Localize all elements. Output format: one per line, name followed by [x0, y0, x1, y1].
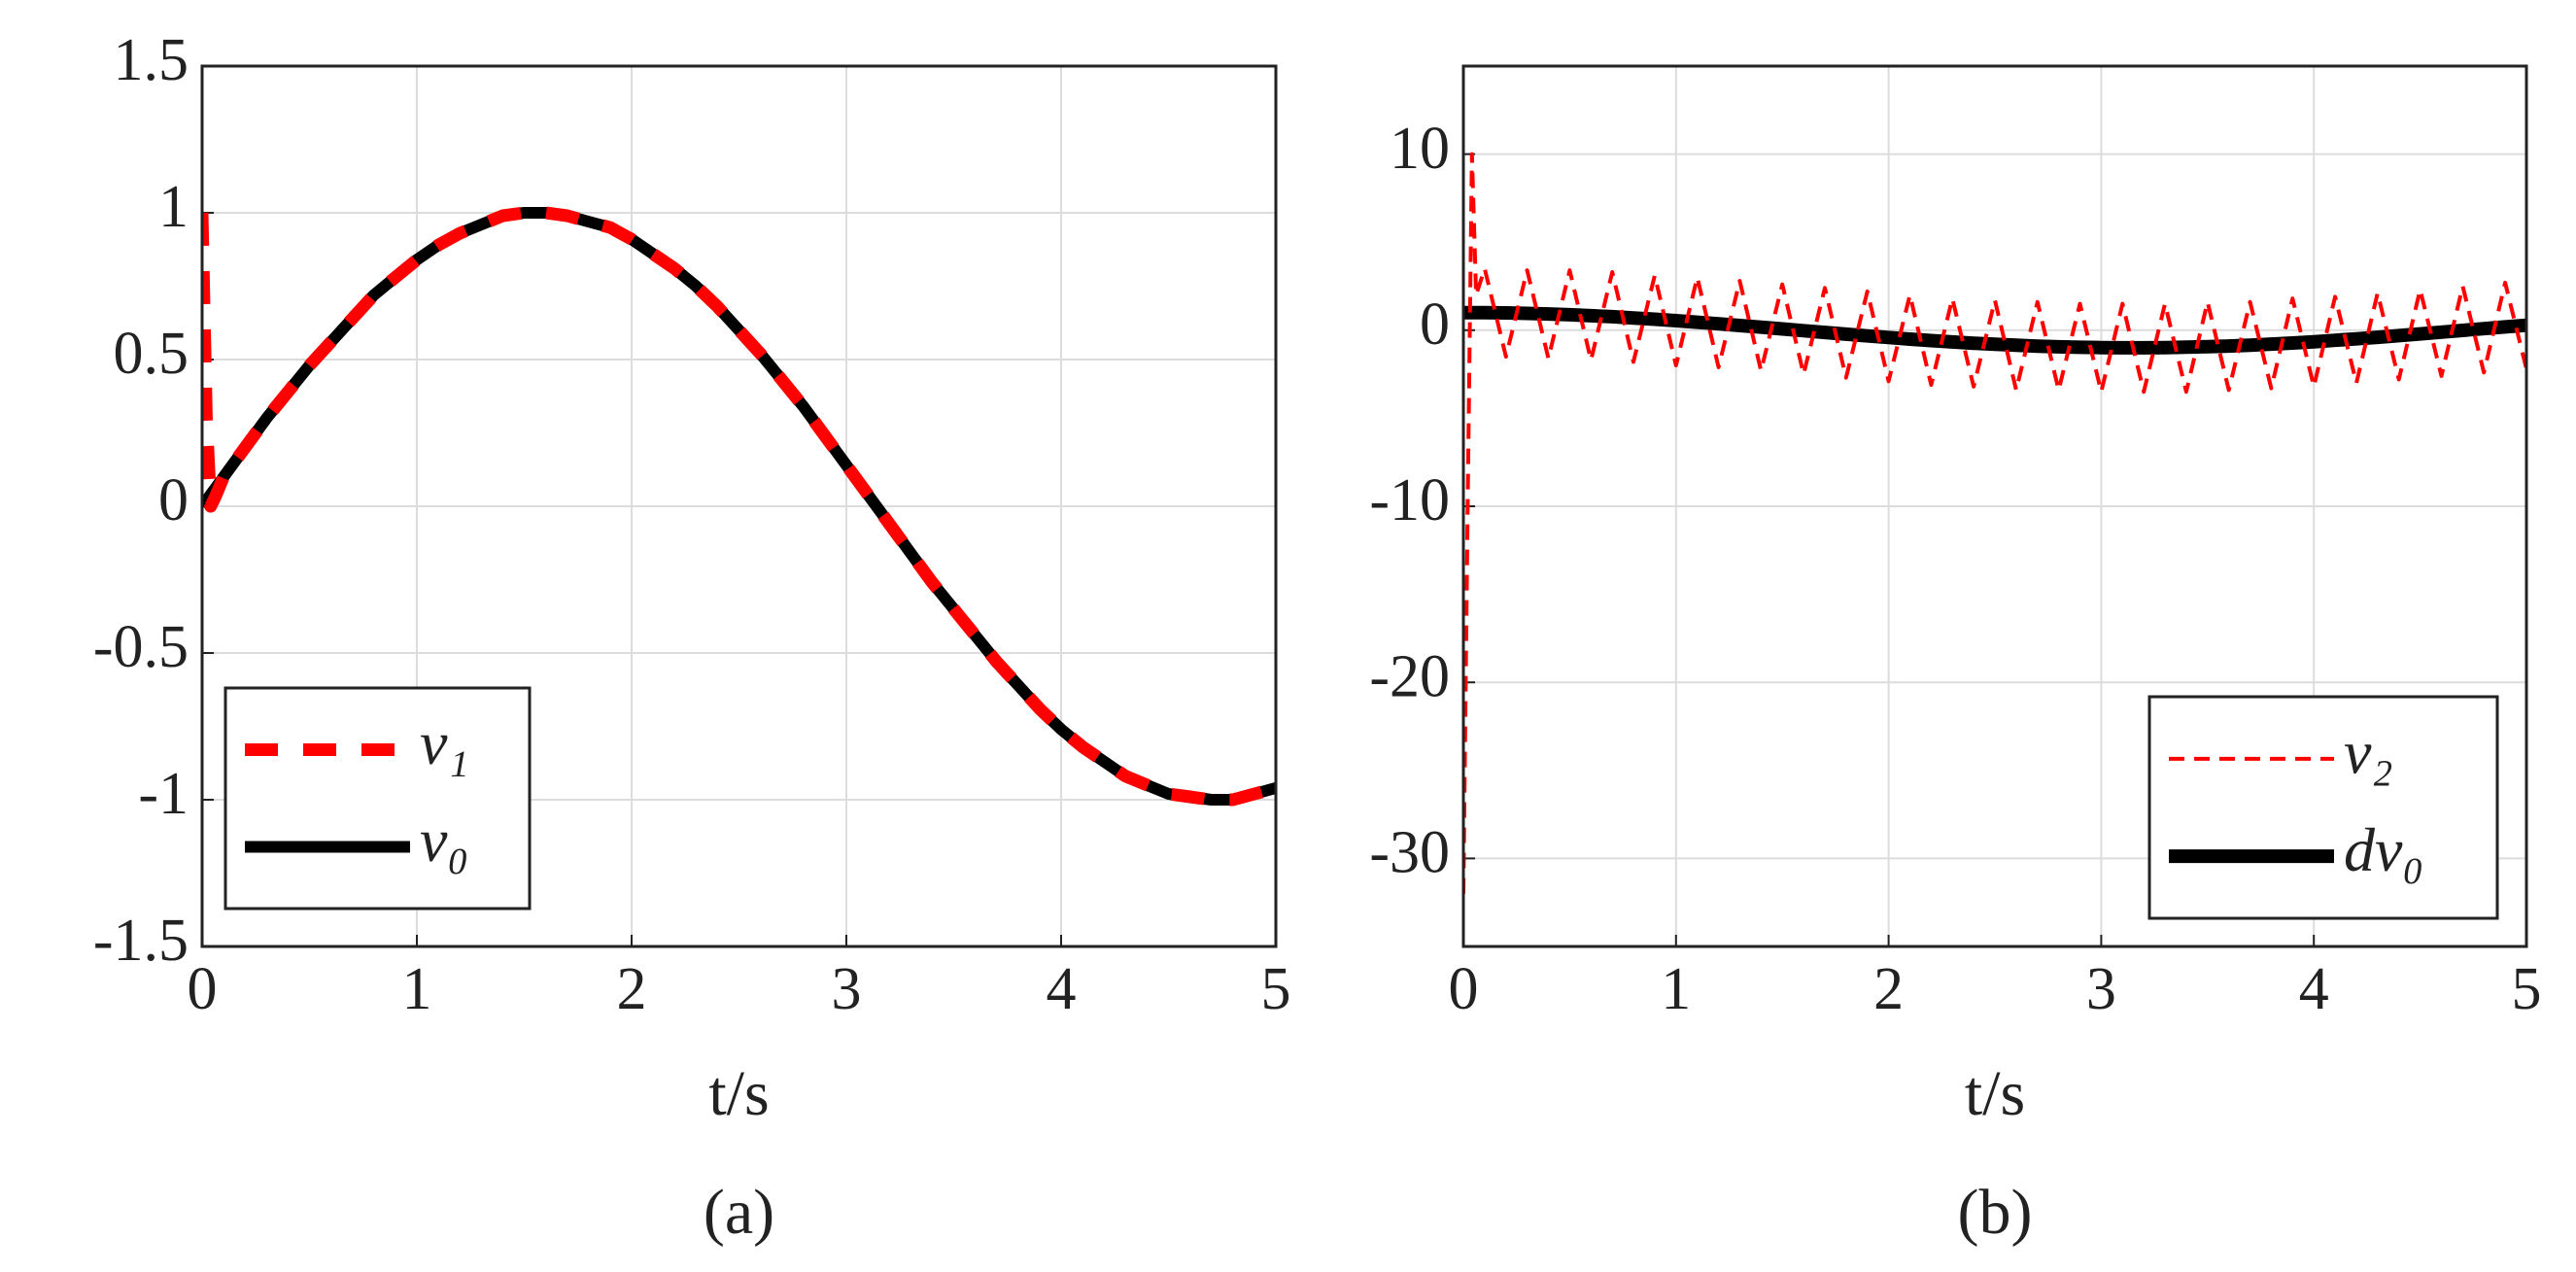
x-tick-label: 3	[832, 956, 862, 1022]
x-tick-label: 1	[402, 956, 432, 1022]
x-tick-label: 0	[188, 956, 218, 1022]
y-tick-label: 0	[1420, 292, 1450, 358]
axes-frame	[200, 64, 1278, 948]
y-tick-label: 1	[158, 174, 189, 240]
y-tick-label: 0	[158, 467, 189, 533]
x-tick-label: 5	[2512, 956, 2542, 1022]
y-tick-label: -10	[1369, 467, 1450, 533]
x-tick-label: 2	[617, 956, 647, 1022]
legend-label: v₂	[2344, 718, 2393, 787]
y-tick-label: 1.5	[114, 27, 189, 93]
x-tick-label: 4	[2299, 956, 2329, 1022]
legend-box	[223, 686, 532, 911]
x-tick-label: 5	[1261, 956, 1291, 1022]
series-line	[1463, 152, 2526, 894]
y-tick-label: -20	[1369, 643, 1450, 709]
caption: (b)	[1958, 1177, 2033, 1248]
x-tick-label: 3	[2086, 956, 2116, 1022]
series-line	[202, 206, 1276, 807]
x-tick-label: 2	[1873, 956, 1904, 1022]
x-tick-label: 0	[1449, 956, 1479, 1022]
y-tick-label: -0.5	[93, 614, 189, 680]
y-tick-label: 0.5	[114, 321, 189, 387]
x-axis-label: t/s	[708, 1058, 769, 1129]
y-tick-label: -1	[138, 761, 189, 827]
x-tick-label: 1	[1661, 956, 1691, 1022]
caption: (a)	[704, 1177, 774, 1248]
legend-label: dv₀	[2344, 815, 2424, 884]
x-axis-label: t/s	[1965, 1058, 2025, 1129]
legend-box	[2147, 695, 2499, 920]
series-line	[1463, 305, 2526, 355]
y-tick-label: 10	[1390, 116, 1450, 182]
x-tick-label: 4	[1047, 956, 1077, 1022]
axes-frame	[1461, 64, 2528, 948]
legend-label: v₀	[420, 806, 469, 875]
y-tick-label: -30	[1369, 820, 1450, 886]
legend-label: v₁	[420, 708, 469, 777]
y-tick-label: -1.5	[93, 908, 189, 974]
